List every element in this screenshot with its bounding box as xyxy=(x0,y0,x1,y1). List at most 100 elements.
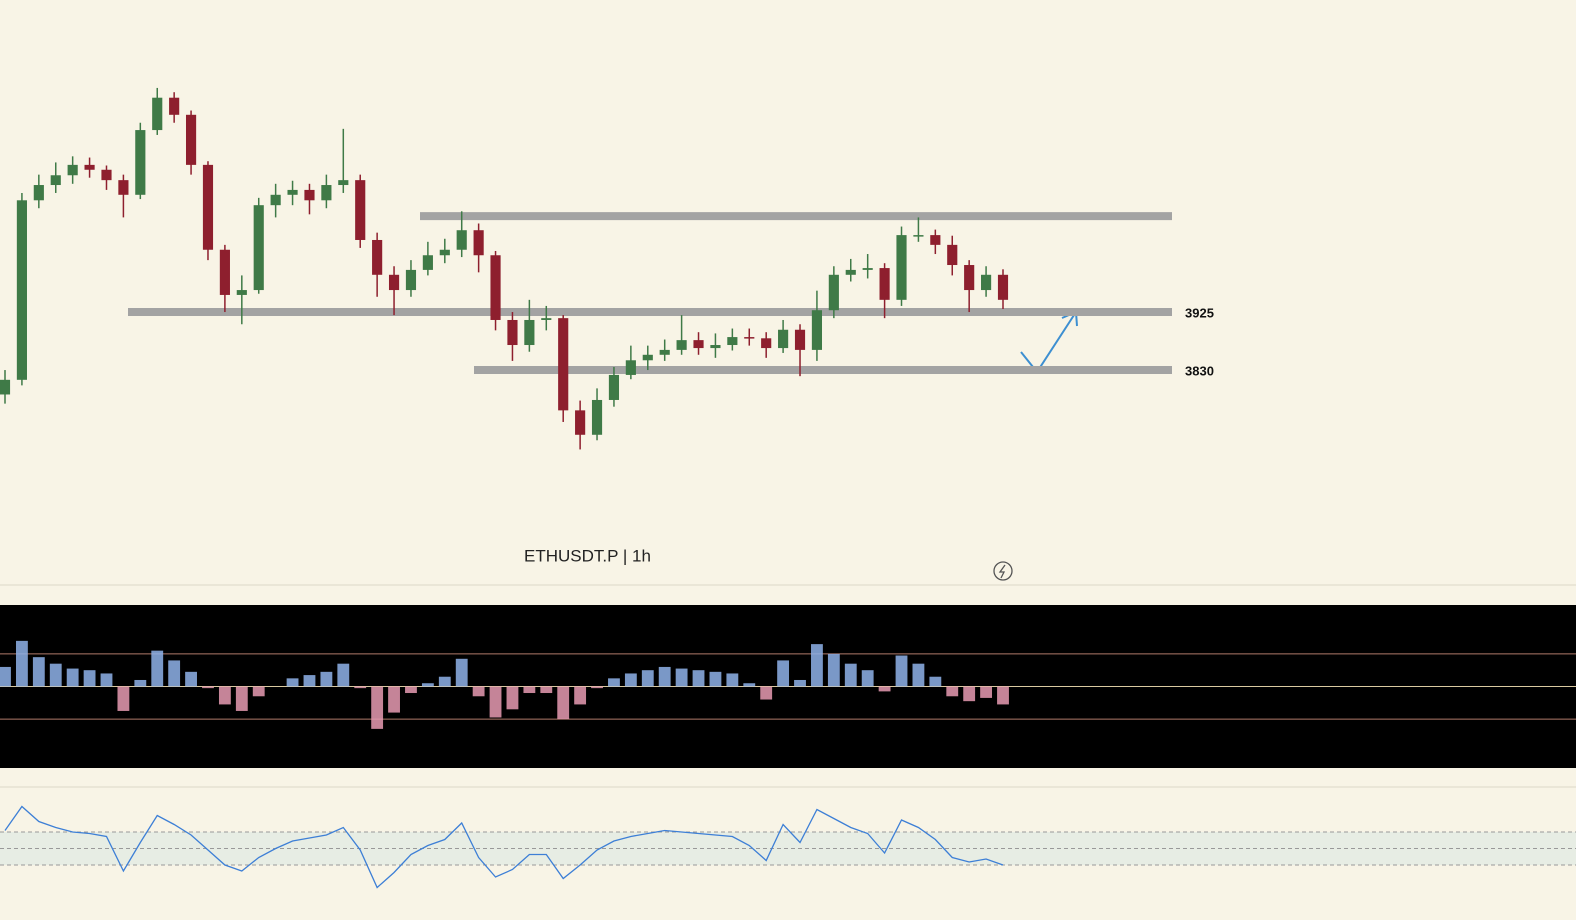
candle-body xyxy=(152,97,163,131)
candle-body xyxy=(575,410,586,435)
histogram-bar xyxy=(506,686,519,710)
histogram-bar xyxy=(591,686,603,689)
histogram-bar xyxy=(83,670,96,687)
candle-body xyxy=(473,230,484,256)
histogram-bar xyxy=(658,666,671,687)
candle-body xyxy=(16,200,27,380)
candle-body xyxy=(879,268,890,300)
histogram-bar xyxy=(523,686,536,694)
candle-body xyxy=(185,114,197,165)
candle-body xyxy=(50,175,61,186)
histogram-bar xyxy=(794,679,806,687)
histogram-bar xyxy=(777,660,790,687)
histogram-bar xyxy=(337,663,350,687)
candle-body xyxy=(913,235,924,237)
histogram-bar xyxy=(202,686,214,689)
candle-body xyxy=(304,189,315,201)
candle-body xyxy=(642,354,653,361)
histogram-bar xyxy=(557,686,570,720)
candle-body xyxy=(372,239,383,275)
candle-body xyxy=(236,290,247,295)
candle-body xyxy=(67,164,78,176)
histogram-bar xyxy=(405,686,417,694)
histogram-bar xyxy=(0,666,11,687)
histogram-bar xyxy=(997,686,1009,705)
histogram-bar xyxy=(861,670,874,687)
candle-body xyxy=(270,194,281,206)
histogram-bar xyxy=(844,663,857,687)
candle-body xyxy=(862,268,873,270)
candle-body xyxy=(761,338,772,349)
candle-body xyxy=(541,318,552,320)
candle-body xyxy=(811,310,823,350)
histogram-bar xyxy=(134,679,147,687)
candle-body xyxy=(338,180,349,186)
histogram-bar xyxy=(743,683,756,687)
histogram-bar xyxy=(218,686,231,705)
histogram-bar xyxy=(151,650,164,687)
histogram-bar xyxy=(574,686,587,705)
histogram-bar xyxy=(472,686,485,697)
histogram-bar xyxy=(117,686,130,711)
histogram-bar xyxy=(811,644,823,687)
candle-body xyxy=(33,185,44,201)
histogram-bar xyxy=(320,671,333,687)
oscillator-line xyxy=(4,805,1004,889)
histogram-bar xyxy=(286,678,299,687)
histogram-bar xyxy=(455,658,468,687)
histogram-bar xyxy=(624,673,637,687)
histogram-bar xyxy=(692,670,705,687)
candle-body xyxy=(287,189,298,195)
candle-body xyxy=(507,319,518,346)
candle-body xyxy=(388,274,400,291)
histogram-bar xyxy=(709,671,722,687)
candle-body xyxy=(355,180,366,240)
candle-body xyxy=(558,318,569,411)
histogram-bar xyxy=(66,668,79,687)
candle-body xyxy=(710,345,721,349)
histogram-bar xyxy=(252,686,265,697)
histogram-bar xyxy=(100,673,113,687)
histogram-bar xyxy=(760,686,773,700)
candle-body xyxy=(321,185,332,201)
candle-body xyxy=(930,235,941,245)
histogram-bar xyxy=(895,655,908,687)
candle-body xyxy=(422,255,433,270)
histogram-bar xyxy=(980,686,993,698)
histogram-bar xyxy=(235,686,248,711)
candle-body xyxy=(778,329,789,349)
lightning-icon xyxy=(993,561,1013,581)
candle-body xyxy=(693,340,704,349)
histogram-bar xyxy=(15,640,28,687)
candle-body xyxy=(947,244,958,266)
histogram-bar xyxy=(421,683,434,687)
histogram-bar xyxy=(675,668,688,687)
chart-title: ETHUSDT.P | 1h xyxy=(524,546,651,565)
histogram-bar xyxy=(49,663,62,687)
histogram-bar xyxy=(726,673,739,687)
candle-body xyxy=(0,379,11,395)
candle-body xyxy=(676,340,687,350)
candle-body xyxy=(997,274,1009,300)
candle-body xyxy=(118,180,129,195)
candle-body xyxy=(101,169,112,181)
candle-body xyxy=(84,164,95,170)
candle-body xyxy=(608,374,620,400)
histogram-bar xyxy=(303,675,316,687)
histogram-bar xyxy=(438,676,451,687)
candle-body xyxy=(964,265,975,291)
histogram-bar xyxy=(371,686,384,729)
candle-body xyxy=(828,274,839,311)
histogram-bar xyxy=(608,678,620,687)
candle-body xyxy=(981,274,992,291)
histogram-bar xyxy=(388,686,400,713)
histogram-bar xyxy=(489,686,502,718)
candle-body xyxy=(490,255,501,320)
candle-body xyxy=(202,164,214,250)
histogram-bar xyxy=(963,686,976,702)
candle-body xyxy=(169,97,180,115)
candle-body xyxy=(456,230,467,250)
histogram-bar xyxy=(540,686,553,694)
